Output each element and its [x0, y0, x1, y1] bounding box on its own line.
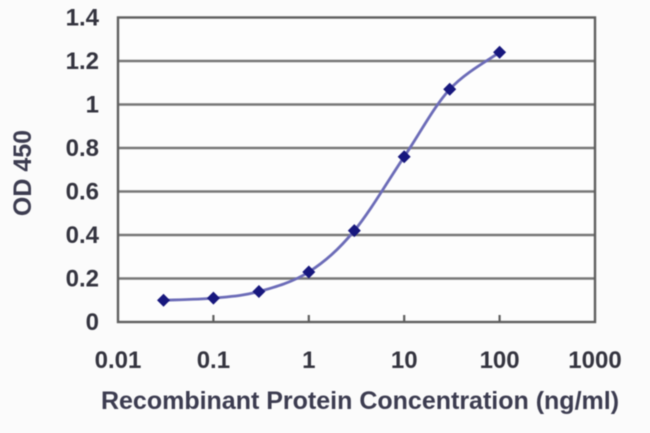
- x-tick-label-0.01: 0.01: [95, 347, 142, 374]
- y-tick-label-0: 0: [86, 309, 99, 336]
- x-tick-label-1: 1: [302, 347, 315, 374]
- data-point-marker-0.03: [157, 293, 171, 307]
- data-point-marker-30: [443, 82, 457, 96]
- x-tick-label-1000: 1000: [568, 347, 621, 374]
- data-point-marker-10: [397, 150, 411, 164]
- standard-curve-line: [162, 50, 501, 302]
- data-point-marker-3: [347, 224, 361, 238]
- x-tick-label-0.1: 0.1: [197, 347, 230, 374]
- chart-plot-layer: 0 0.2 0.4 0.6 0.8 1 1.2 1.4 0.01 0.1 1 10 100 1000: [66, 5, 622, 375]
- y-tick-label-1.2: 1.2: [66, 48, 99, 75]
- data-point-marker-0.3: [252, 285, 266, 299]
- data-point-marker-1: [302, 265, 316, 279]
- y-axis-title: OD 450: [9, 130, 37, 216]
- x-tick-label-10: 10: [391, 347, 418, 374]
- plot-frame: [116, 16, 597, 324]
- y-tick-label-0.4: 0.4: [66, 222, 100, 249]
- y-tick-label-0.2: 0.2: [66, 266, 99, 293]
- y-tick-label-0.6: 0.6: [66, 179, 99, 206]
- data-point-marker-100: [493, 45, 507, 59]
- y-tick-label-1: 1: [86, 92, 99, 119]
- data-point-marker-0.1: [206, 291, 220, 305]
- plot-area: [118, 17, 595, 322]
- x-tick-label-100: 100: [480, 347, 520, 374]
- x-axis-title: Recombinant Protein Concentration (ng/ml…: [101, 387, 619, 415]
- y-tick-label-1.4: 1.4: [66, 5, 100, 32]
- y-tick-label-0.8: 0.8: [66, 135, 99, 162]
